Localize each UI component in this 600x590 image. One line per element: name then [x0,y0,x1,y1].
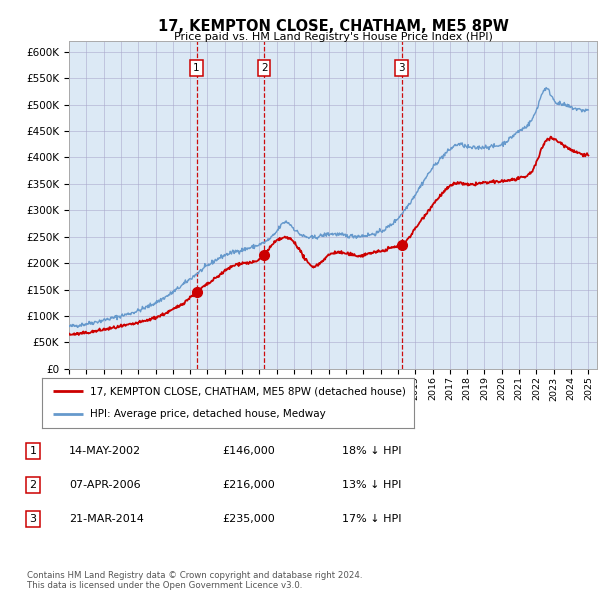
Text: 3: 3 [29,514,37,524]
Text: 13% ↓ HPI: 13% ↓ HPI [342,480,401,490]
Text: 07-APR-2006: 07-APR-2006 [69,480,140,490]
Text: 21-MAR-2014: 21-MAR-2014 [69,514,144,524]
Text: Price paid vs. HM Land Registry's House Price Index (HPI): Price paid vs. HM Land Registry's House … [173,32,493,42]
Text: £146,000: £146,000 [222,446,275,455]
Text: This data is licensed under the Open Government Licence v3.0.: This data is licensed under the Open Gov… [27,581,302,590]
Text: HPI: Average price, detached house, Medway: HPI: Average price, detached house, Medw… [91,409,326,419]
Text: 2: 2 [29,480,37,490]
Text: 17, KEMPTON CLOSE, CHATHAM, ME5 8PW: 17, KEMPTON CLOSE, CHATHAM, ME5 8PW [158,19,508,34]
Text: 14-MAY-2002: 14-MAY-2002 [69,446,141,455]
Text: £235,000: £235,000 [222,514,275,524]
Text: 1: 1 [29,446,37,455]
Text: £216,000: £216,000 [222,480,275,490]
Text: 3: 3 [398,63,405,73]
Text: 17, KEMPTON CLOSE, CHATHAM, ME5 8PW (detached house): 17, KEMPTON CLOSE, CHATHAM, ME5 8PW (det… [91,386,406,396]
Text: 2: 2 [261,63,268,73]
Text: 1: 1 [193,63,200,73]
Text: 17% ↓ HPI: 17% ↓ HPI [342,514,401,524]
Text: 18% ↓ HPI: 18% ↓ HPI [342,446,401,455]
Text: Contains HM Land Registry data © Crown copyright and database right 2024.: Contains HM Land Registry data © Crown c… [27,571,362,580]
